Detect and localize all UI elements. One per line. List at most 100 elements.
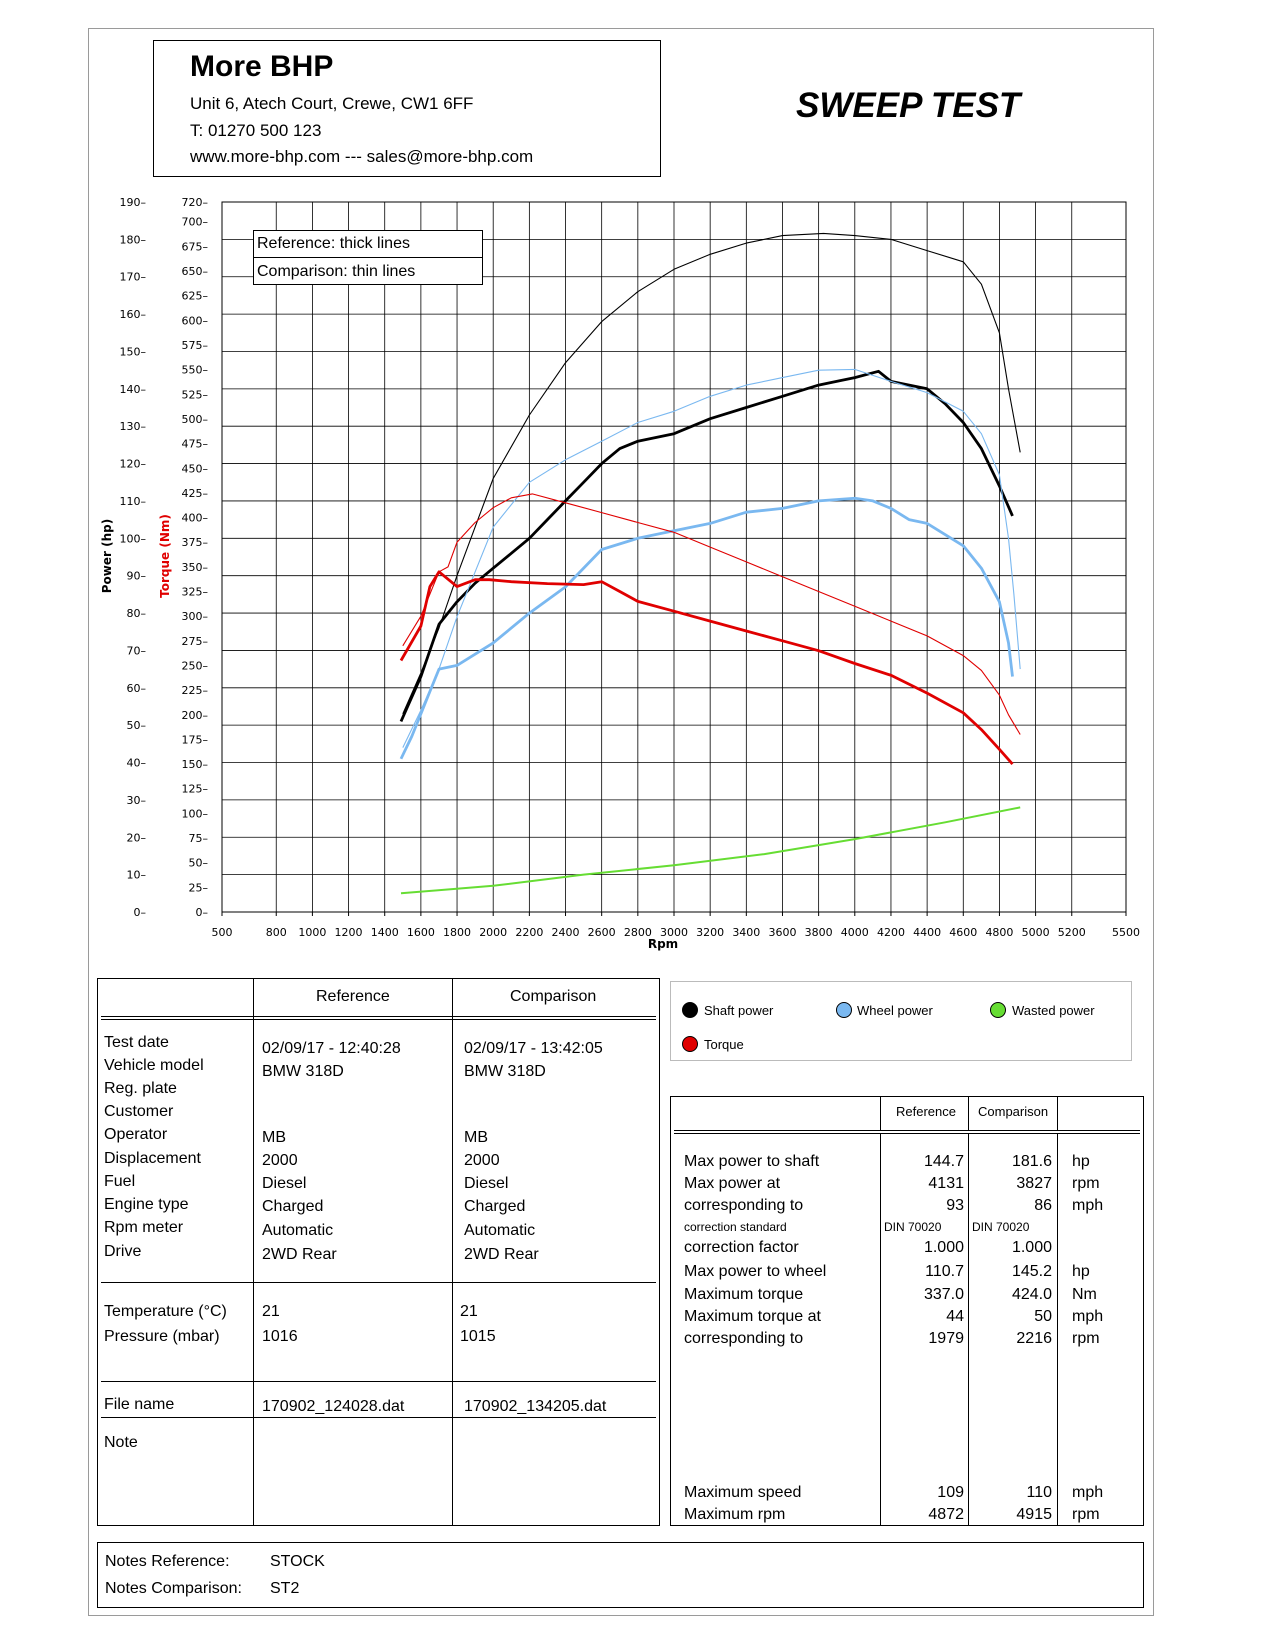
result-unit: rpm xyxy=(1072,1330,1100,1347)
result-unit: mph xyxy=(1072,1484,1104,1501)
chart-series xyxy=(399,232,1021,895)
result-cmp: 424.0 xyxy=(1011,1286,1052,1303)
result-cmp: 2216 xyxy=(1016,1330,1052,1347)
result-label: Maximum speed xyxy=(684,1484,802,1501)
info-env-label: Temperature (°C) xyxy=(104,1303,227,1320)
torque-tick-label: 250– xyxy=(182,659,209,672)
torque-tick-label: 0– xyxy=(196,906,209,919)
torque-tick-label: 275– xyxy=(182,635,209,648)
page-frame xyxy=(88,28,1154,1616)
company-header-box xyxy=(153,40,661,177)
x-tick-label: 4800 xyxy=(985,926,1013,939)
torque-tick-label: 675– xyxy=(182,240,209,253)
y-axis-title-torque: Torque (Nm) xyxy=(158,514,172,598)
torque-tick-label: 500– xyxy=(182,413,209,426)
info-cmp-value: BMW 318D xyxy=(464,1063,546,1080)
x-tick-label: 1600 xyxy=(407,926,435,939)
legend-divider xyxy=(253,257,483,258)
result-cmp: 4915 xyxy=(1016,1506,1052,1523)
torque-tick-label: 200– xyxy=(182,709,209,722)
shaft-power-label: Shaft power xyxy=(704,1003,774,1018)
torque-tick-label: 650– xyxy=(182,265,209,278)
result-label: corresponding to xyxy=(684,1197,804,1214)
torque-tick-label: 625– xyxy=(182,290,209,303)
result-label: Maximum torque at xyxy=(684,1308,821,1325)
x-tick-label: 2800 xyxy=(624,926,652,939)
result-label: corresponding to xyxy=(684,1330,804,1347)
chart-axes: 500 800 1000 1200 1400 1600 1800 2000 2200 2400 26… xyxy=(120,196,1141,939)
power-tick-label: 80– xyxy=(127,607,147,620)
result-cmp: 86 xyxy=(1034,1197,1052,1214)
info-rule-1b xyxy=(101,1019,656,1020)
curve-legend xyxy=(670,981,1132,1061)
chart-grid xyxy=(221,201,1127,913)
result-label: Max power to shaft xyxy=(684,1153,820,1170)
results-col-div-1 xyxy=(880,1134,881,1526)
torque-tick-label: 50– xyxy=(189,857,209,870)
result-unit: rpm xyxy=(1072,1175,1100,1192)
power-tick-label: 50– xyxy=(127,719,147,732)
company-phone: T: 01270 500 123 xyxy=(190,121,322,140)
info-ref-value: BMW 318D xyxy=(262,1063,344,1080)
torque-tick-label: 550– xyxy=(182,364,209,377)
result-label: Max power at xyxy=(684,1175,781,1192)
x-tick-label: 2400 xyxy=(552,926,580,939)
info-label: Fuel xyxy=(104,1173,136,1190)
result-cmp: 3827 xyxy=(1016,1175,1052,1192)
y-axis-title-power: Power (hp) xyxy=(100,519,114,593)
info-label: Customer xyxy=(104,1103,174,1120)
results-hdr-div-1 xyxy=(880,1096,881,1130)
info-ref-value: Diesel xyxy=(262,1175,307,1192)
info-cmp-value: Automatic xyxy=(464,1222,536,1239)
result-ref: 110.7 xyxy=(925,1263,964,1280)
result-label: Maximum rpm xyxy=(684,1506,786,1523)
wheel-power-label: Wheel power xyxy=(857,1003,933,1018)
result-cmp: 145.2 xyxy=(1011,1263,1052,1280)
result-cmp: 50 xyxy=(1034,1308,1052,1325)
info-ref-value: 2000 xyxy=(262,1152,298,1169)
x-tick-label: 3600 xyxy=(768,926,796,939)
x-tick-label: 1800 xyxy=(443,926,471,939)
x-tick-label: 4600 xyxy=(949,926,977,939)
torque-swatch xyxy=(682,1036,698,1052)
torque-reference-line xyxy=(399,570,1014,766)
info-cmp-value: 2000 xyxy=(464,1152,500,1169)
info-cmp-value: MB xyxy=(464,1129,488,1146)
legend-reference-label: Reference: thick lines xyxy=(257,235,410,252)
power-tick-label: 180– xyxy=(120,233,147,246)
power-tick-label: 40– xyxy=(127,757,147,770)
company-web: www.more-bhp.com --- sales@more-bhp.com xyxy=(190,147,534,166)
info-ref-value: 02/09/17 - 12:40:28 xyxy=(262,1040,401,1057)
company-address: Unit 6, Atech Court, Crewe, CW1 6FF xyxy=(190,94,474,113)
power-tick-label: 0– xyxy=(134,906,147,919)
torque-tick-label: 75– xyxy=(189,832,209,845)
file-name-label: File name xyxy=(104,1396,175,1413)
power-tick-label: 110– xyxy=(120,495,147,508)
wasted-power-label: Wasted power xyxy=(1012,1003,1095,1018)
info-col-comparison: Comparison xyxy=(510,988,597,1005)
torque-tick-label: 475– xyxy=(182,438,209,451)
file-name-cmp: 170902_134205.dat xyxy=(464,1398,607,1415)
x-tick-label: 500 xyxy=(212,926,233,939)
results-hdr-div-3 xyxy=(1057,1096,1058,1130)
info-label: Test date xyxy=(104,1034,169,1051)
info-env-label: Pressure (mbar) xyxy=(104,1328,220,1345)
x-tick-label: 3400 xyxy=(732,926,760,939)
result-ref: 4872 xyxy=(928,1506,964,1523)
result-ref: 4131 xyxy=(928,1175,964,1192)
power-tick-label: 100– xyxy=(120,532,147,545)
torque-tick-label: 600– xyxy=(182,314,209,327)
x-tick-label: 3000 xyxy=(660,926,688,939)
results-rule-a xyxy=(674,1130,1140,1131)
wasted-power-swatch xyxy=(990,1002,1006,1018)
info-ref-value: MB xyxy=(262,1129,286,1146)
x-tick-label: 3800 xyxy=(805,926,833,939)
power-tick-label: 90– xyxy=(127,570,147,583)
info-label: Reg. plate xyxy=(104,1080,177,1097)
torque-tick-label: 100– xyxy=(182,807,209,820)
results-col-comparison: Comparison xyxy=(978,1104,1049,1119)
torque-tick-label: 720– xyxy=(182,196,209,209)
torque-tick-label: 575– xyxy=(182,339,209,352)
torque-tick-label: 450– xyxy=(182,462,209,475)
results-col-div-2 xyxy=(968,1134,969,1526)
